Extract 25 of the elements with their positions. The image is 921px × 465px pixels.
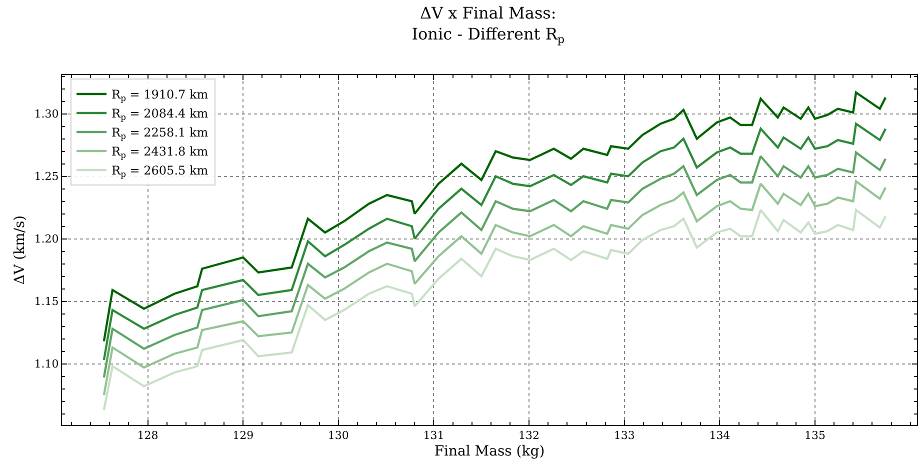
legend-label: R$_{p}$ = 2084.4 km: [112, 106, 209, 122]
legend-label: R$_{p}$ = 2605.5 km: [112, 164, 209, 180]
legend-label: R$_{p}$ = 2431.8 km: [112, 144, 209, 160]
x-tick-label: 128: [137, 429, 158, 442]
y-tick-label: 1.15: [34, 295, 59, 308]
y-axis-title: ΔV (km/s): [12, 215, 28, 285]
x-tick-label: 132: [518, 429, 540, 442]
chart-title: ΔV x Final Mass: Ionic - Different R$_{p}$: [412, 4, 565, 46]
x-axis-title: Final Mass (kg): [434, 444, 545, 460]
x-tick-label: 129: [232, 429, 254, 442]
y-tick-label: 1.30: [34, 108, 59, 121]
line-series: [102, 180, 887, 396]
y-tick-label: 1.25: [34, 170, 59, 184]
line-series: [102, 208, 887, 412]
x-tick-label: 133: [614, 429, 635, 442]
x-tick-label: 135: [804, 429, 826, 442]
line-series: [102, 122, 887, 362]
y-tick-label: 1.20: [34, 232, 59, 246]
line-series: [102, 91, 887, 342]
legend-label: R$_{p}$ = 2258.1 km: [112, 126, 209, 142]
legend-label: R$_{p}$ = 1910.7 km: [112, 88, 209, 104]
x-tick-label: 130: [328, 429, 349, 442]
y-tick-label: 1.10: [34, 358, 59, 371]
x-tick-label: 134: [709, 429, 730, 442]
x-tick-label: 131: [423, 429, 444, 442]
